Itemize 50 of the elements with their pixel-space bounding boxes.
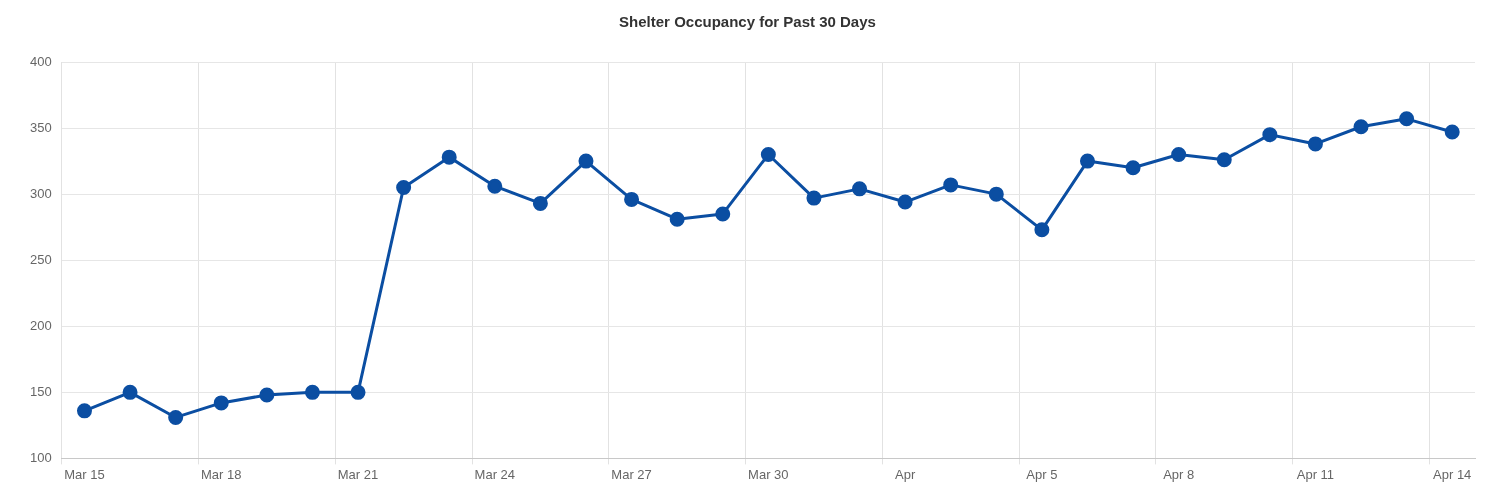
y-tick-label: 100 — [29, 449, 52, 465]
point — [988, 186, 1004, 202]
point — [396, 180, 412, 196]
point — [213, 395, 229, 411]
point — [669, 211, 685, 227]
point — [943, 177, 959, 193]
point — [76, 403, 92, 419]
point — [1216, 152, 1232, 168]
point — [760, 146, 776, 162]
point — [168, 409, 184, 425]
point — [1307, 136, 1323, 152]
point — [1034, 222, 1050, 238]
y-tick-label: 150 — [29, 383, 52, 399]
point — [1262, 127, 1278, 143]
point — [715, 206, 731, 222]
y-tick-label: 350 — [29, 119, 52, 135]
x-tick-label: Mar 27 — [611, 466, 652, 482]
point — [350, 384, 366, 400]
chart-title: Shelter Occupancy for Past 30 Days — [619, 13, 876, 31]
x-tick-label: Apr — [895, 466, 916, 482]
x-tick-label: Apr 5 — [1026, 466, 1058, 482]
x-tick-label: Mar 21 — [337, 466, 379, 482]
point — [806, 190, 822, 206]
x-tick-label: Mar 18 — [201, 466, 242, 482]
y-tick-label: 200 — [29, 317, 52, 333]
point — [1353, 119, 1369, 135]
point — [487, 178, 503, 194]
point — [578, 153, 594, 169]
point — [441, 149, 457, 165]
x-tick-label: Apr 11 — [1296, 466, 1335, 482]
point — [1399, 111, 1415, 127]
y-tick-label: 400 — [29, 53, 52, 69]
x-tick-label: Mar 30 — [748, 466, 789, 482]
point — [1444, 124, 1460, 140]
point — [532, 195, 548, 211]
y-tick-label: 250 — [29, 251, 52, 267]
point — [1125, 160, 1141, 176]
point — [897, 194, 913, 210]
point — [122, 384, 138, 400]
point — [259, 387, 275, 403]
point — [624, 191, 640, 207]
x-tick-label: Apr 14 — [1433, 466, 1472, 482]
x-tick-label: Mar 24 — [474, 466, 516, 482]
point — [1079, 153, 1095, 169]
y-tick-label: 300 — [29, 185, 52, 201]
point — [1171, 146, 1187, 162]
x-tick-label: Apr 8 — [1163, 466, 1195, 482]
point — [304, 384, 320, 400]
x-tick-label: Mar 15 — [64, 466, 105, 482]
point — [852, 181, 868, 197]
